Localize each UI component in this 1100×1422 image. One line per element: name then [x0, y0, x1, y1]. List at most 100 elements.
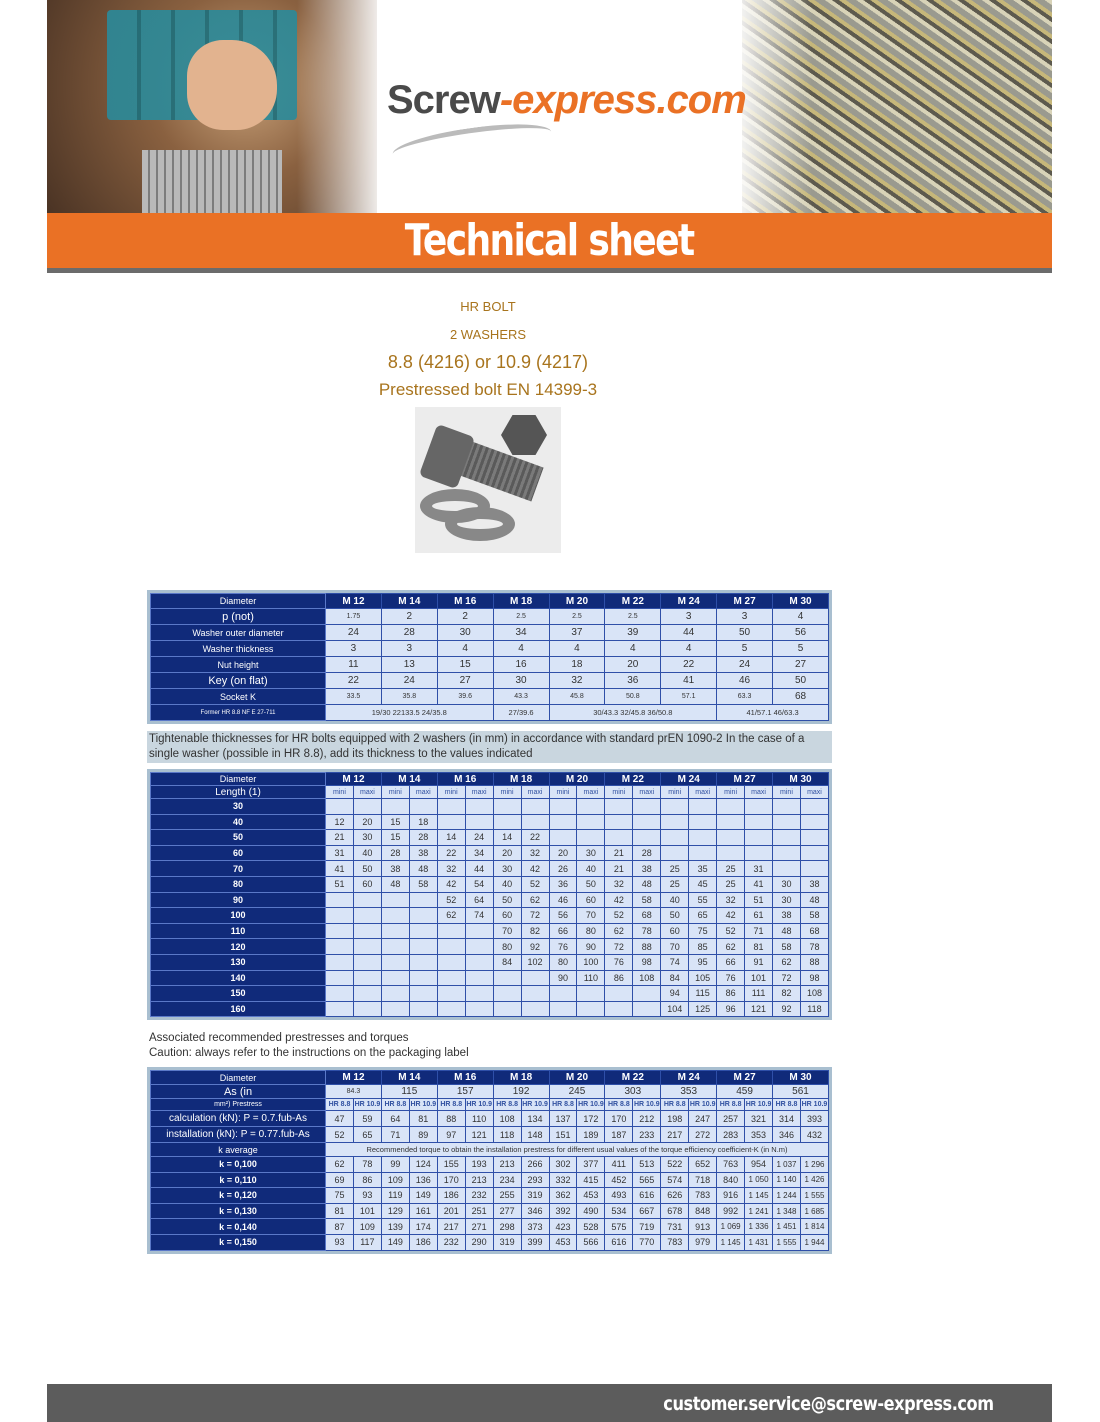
table-cell: 31: [744, 860, 773, 877]
table-cell: 174: [408, 1218, 438, 1235]
table-cell: [548, 813, 578, 831]
table-cell: [660, 829, 690, 846]
table-row: k = 0,110 69 86 109 136 170 213 234 293 332 415 452…: [150, 1171, 830, 1189]
table-cell: 42: [436, 875, 466, 893]
inst-row-label: installation (kN): P = 0.77.fub-As: [150, 1126, 326, 1143]
table-cell: 74: [660, 953, 690, 971]
table-cell: 251: [464, 1202, 494, 1220]
table-cell: 72: [520, 907, 550, 924]
table-cell: 71: [744, 922, 773, 940]
table-cell: [436, 969, 466, 987]
table-cell: 5: [716, 640, 773, 657]
table-cell: 30/43.3 32/45.8 36/50.8: [548, 704, 718, 721]
mini-header: mini: [604, 785, 634, 799]
table-row: 110 70 82 66 80 62 78 60 75 52 71 48 68: [150, 922, 830, 940]
table-cell: 60: [352, 875, 382, 893]
table-cell: 68: [632, 907, 662, 924]
table-cell: [688, 813, 718, 831]
dimensions-table: Diameter M 12 M 14 M 16 M 18 M 20 M 22 M 24 M 27…: [150, 593, 829, 721]
as-cell: 192: [492, 1084, 550, 1099]
table-cell: 271: [464, 1218, 494, 1235]
table-cell: 84: [492, 953, 522, 971]
contact-email[interactable]: customer.service@screw-express.com: [663, 1393, 995, 1415]
table-cell: 78: [632, 922, 662, 940]
header-label: Diameter: [150, 772, 326, 786]
table-cell: [464, 798, 494, 815]
row-label: p (not): [150, 608, 326, 625]
table-cell: 574: [660, 1171, 690, 1189]
table-cell: [744, 798, 773, 815]
diameter-header: M 22: [604, 772, 662, 786]
table-row: 70 41 50 38 48 32 44 30 42 26 40 21 38 25 35 25 31: [150, 860, 830, 877]
table-cell: 86: [352, 1171, 382, 1189]
table-cell: 1.75: [325, 608, 382, 625]
table-row: Key (on flat) 22 24 27 30 32 36 41 46 50: [150, 672, 829, 689]
as-cell: 353: [660, 1084, 718, 1099]
table-row: k = 0,100 62 78 99 124 155 193 213 266 302 377 411 5…: [150, 1156, 830, 1173]
table-cell: 186: [436, 1187, 466, 1204]
dimensions-table-wrap: Diameter M 12 M 14 M 16 M 18 M 20 M 22 M 24 M 27…: [147, 590, 832, 724]
table-cell: 37: [548, 624, 606, 641]
table-cell: 110: [464, 1110, 494, 1127]
table-cell: 27: [772, 656, 829, 673]
diameter-header: M 27: [716, 1070, 773, 1085]
table-cell: 566: [576, 1233, 606, 1251]
table-cell: 108: [799, 985, 830, 1002]
table-cell: 85: [688, 938, 718, 955]
table-row: 60 31 40 28 38 22 34 20 32 20 30 21 28: [150, 844, 830, 862]
table-cell: 432: [799, 1126, 830, 1143]
table-cell: [660, 813, 690, 831]
table-cell: 45.8: [548, 688, 606, 705]
table-cell: 80: [492, 938, 522, 955]
table-cell: 319: [492, 1233, 522, 1251]
table-cell: 52: [325, 1126, 354, 1143]
table-cell: 36: [604, 672, 662, 689]
table-cell: 50: [576, 875, 606, 893]
diameter-header: M 22: [604, 1070, 662, 1085]
maxi-header: maxi: [408, 785, 438, 799]
table-cell: 50: [772, 672, 829, 689]
table-row: k = 0,140 87 109 139 174 217 271 298 373 423 528 57…: [150, 1218, 830, 1235]
table-cell: [408, 891, 438, 909]
table-cell: 217: [436, 1218, 466, 1235]
table-cell: 28: [632, 844, 662, 862]
maxi-header: maxi: [464, 785, 494, 799]
diameter-header: M 30: [772, 772, 829, 786]
diameter-header: M 20: [548, 1070, 606, 1085]
table-cell: 139: [380, 1218, 410, 1235]
table-cell: 1 244: [772, 1187, 801, 1204]
table-cell: [408, 1000, 438, 1018]
table-cell: 30: [772, 891, 801, 909]
table-row: 30: [150, 798, 830, 815]
table-cell: 51: [744, 891, 773, 909]
table-cell: 20: [352, 813, 382, 831]
table-cell: [464, 938, 494, 955]
table-cell: [632, 813, 662, 831]
table-cell: 377: [576, 1156, 606, 1173]
table-cell: [520, 969, 550, 987]
table-cell: 62: [520, 891, 550, 909]
table-cell: 63.3: [716, 688, 773, 705]
table-cell: 277: [492, 1202, 522, 1220]
table-cell: 20: [492, 844, 522, 862]
table-cell: 13: [380, 656, 438, 673]
table-cell: 415: [576, 1171, 606, 1189]
table-cell: [464, 969, 494, 987]
table-cell: 149: [408, 1187, 438, 1204]
diameter-header: M 16: [436, 772, 494, 786]
title-bar: Technical sheet: [47, 213, 1052, 268]
table-cell: 41/57.1 46/63.3: [716, 704, 829, 721]
table-cell: 48: [799, 891, 830, 909]
table-cell: 1 944: [799, 1233, 830, 1251]
table-cell: 1 426: [799, 1171, 830, 1189]
table-cell: 266: [520, 1156, 550, 1173]
table-cell: 38: [408, 844, 438, 862]
table-cell: 528: [576, 1218, 606, 1235]
subheader-row: Length (1) mini maxi mini maxi mini maxi mini ma…: [150, 785, 830, 799]
table-cell: 12: [325, 813, 354, 831]
diameter-header: M 27: [716, 772, 773, 786]
table-cell: [352, 985, 382, 1002]
table-cell: [352, 969, 382, 987]
table-cell: [772, 860, 801, 877]
logo-swoosh: [390, 117, 554, 169]
